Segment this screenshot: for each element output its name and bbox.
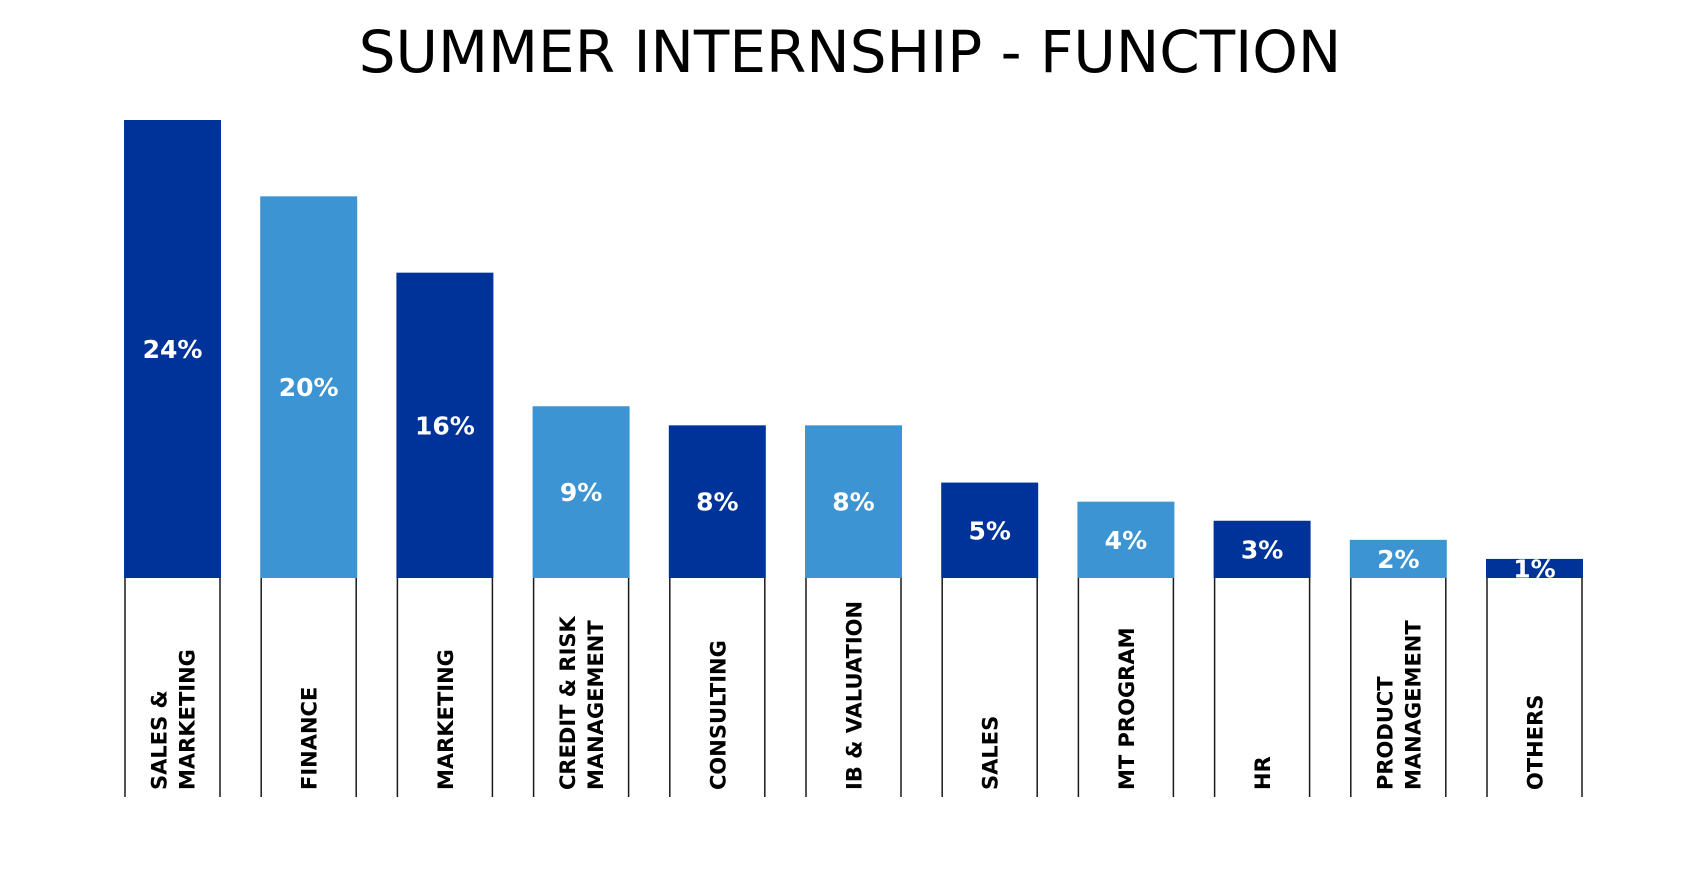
data-label: 24% bbox=[143, 335, 203, 364]
category-label-line: MANAGEMENT bbox=[1401, 620, 1425, 790]
category-box bbox=[805, 578, 902, 797]
category-label: CONSULTING bbox=[706, 640, 730, 790]
category-label-line: PRODUCT bbox=[1373, 676, 1397, 790]
data-label: 9% bbox=[560, 478, 602, 507]
category-box bbox=[1486, 578, 1583, 797]
category-label-line: CONSULTING bbox=[706, 640, 730, 790]
category-label: IB & VALUATION bbox=[843, 601, 867, 790]
category-label: MARKETING bbox=[434, 649, 458, 790]
category-boxes-layer bbox=[124, 578, 1583, 797]
bar bbox=[668, 425, 766, 578]
category-label: HR bbox=[1251, 756, 1275, 790]
category-box bbox=[124, 578, 221, 797]
bars-layer bbox=[124, 120, 1583, 579]
category-labels-layer: SALES & MARKETING FINANCE MARKETING CREDIT &… bbox=[148, 601, 1548, 790]
category-label: FINANCE bbox=[298, 687, 322, 790]
category-box bbox=[1350, 578, 1447, 797]
category-label: SALES & MARKETING bbox=[148, 649, 200, 790]
data-label: 5% bbox=[968, 516, 1010, 545]
bar bbox=[1349, 539, 1447, 578]
data-label: 20% bbox=[279, 373, 339, 402]
category-label: MT PROGRAM bbox=[1115, 627, 1139, 790]
category-label: PRODUCT MANAGEMENT bbox=[1373, 620, 1425, 790]
category-label-line: MANAGEMENT bbox=[584, 620, 608, 790]
category-label-line: SALES bbox=[979, 716, 1003, 790]
data-label: 3% bbox=[1241, 535, 1283, 564]
category-box bbox=[396, 578, 494, 797]
data-labels-layer: 24% 20% 16% 9% 8% 8% 5% 4% 3% 2% 1% bbox=[143, 335, 1556, 583]
bar bbox=[1213, 520, 1311, 578]
data-label: 8% bbox=[832, 488, 874, 517]
category-label-line: MARKETING bbox=[176, 649, 200, 790]
category-label: OTHERS bbox=[1524, 695, 1548, 790]
category-label-line: FINANCE bbox=[298, 687, 322, 790]
bar bbox=[396, 272, 494, 578]
bar bbox=[1077, 501, 1175, 578]
category-label-line: IB & VALUATION bbox=[843, 601, 867, 790]
category-box bbox=[669, 578, 766, 797]
data-label: 4% bbox=[1105, 526, 1147, 555]
chart-title: SUMMER INTERNSHIP - FUNCTION bbox=[359, 18, 1342, 86]
bar bbox=[260, 196, 358, 579]
bar bbox=[124, 120, 221, 578]
category-box bbox=[532, 578, 630, 797]
category-box bbox=[1213, 578, 1311, 797]
category-label-line: MARKETING bbox=[434, 649, 458, 790]
data-label: 8% bbox=[696, 488, 738, 517]
data-label: 16% bbox=[415, 411, 475, 440]
category-box bbox=[941, 578, 1038, 797]
category-label-line: SALES & bbox=[148, 690, 172, 790]
category-box bbox=[260, 578, 357, 797]
bar bbox=[532, 406, 630, 578]
category-label-line: HR bbox=[1251, 756, 1275, 790]
category-label-line: MT PROGRAM bbox=[1115, 627, 1139, 790]
category-label: CREDIT & RISK MANAGEMENT bbox=[556, 615, 608, 790]
bar bbox=[1486, 558, 1583, 578]
data-label: 1% bbox=[1513, 554, 1555, 583]
category-label-line: OTHERS bbox=[1524, 695, 1548, 790]
category-label-line: CREDIT & RISK bbox=[556, 615, 580, 790]
category-box bbox=[1077, 578, 1175, 797]
bar bbox=[805, 425, 902, 578]
bar bbox=[941, 482, 1039, 578]
data-label: 2% bbox=[1377, 545, 1419, 574]
category-label: SALES bbox=[979, 716, 1003, 790]
